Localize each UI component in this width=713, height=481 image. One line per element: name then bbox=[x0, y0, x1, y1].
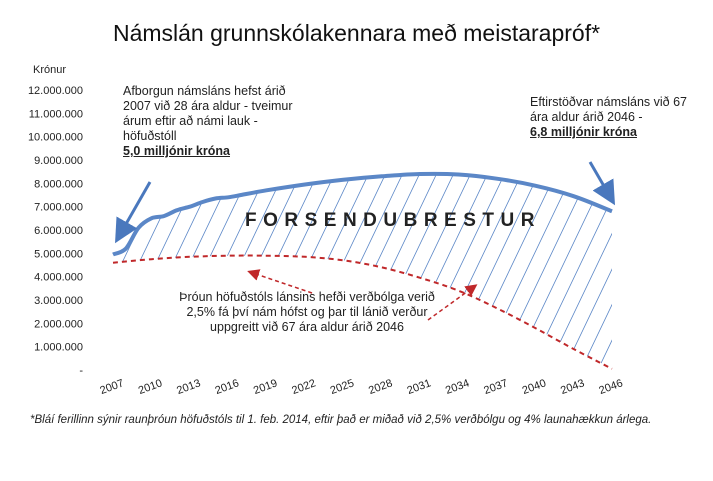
x-tick-label: 2034 bbox=[444, 377, 471, 397]
annotation-loan-start-text: Afborgun námsláns hefst árið 2007 við 28… bbox=[123, 84, 293, 143]
x-tick-label: 2007 bbox=[98, 377, 125, 397]
annotation-loan-end-amount: 6,8 milljónir króna bbox=[530, 125, 637, 139]
x-axis-ticks: 2007 2010 2013 2016 2019 2022 2025 2028 2031 2034… bbox=[98, 377, 624, 397]
hatch-line bbox=[592, 173, 612, 369]
x-tick-label: 2025 bbox=[329, 377, 356, 397]
series-lines bbox=[112, 171, 613, 370]
x-tick-label: 2010 bbox=[137, 377, 164, 397]
y-tick-label: 12.000.000 bbox=[28, 85, 83, 97]
x-tick-label: 2019 bbox=[252, 377, 279, 397]
hatch-line bbox=[490, 173, 602, 369]
x-tick-label: 2028 bbox=[367, 377, 394, 397]
hatch-line bbox=[558, 173, 612, 369]
hatch-line bbox=[371, 173, 483, 369]
annotation-loan-start-amount: 5,0 milljónir króna bbox=[123, 144, 230, 158]
annotation-loan-end-text: Eftirstöðvar námsláns við 67 ára aldur á… bbox=[530, 95, 688, 124]
gap-hatch-area bbox=[0, 150, 713, 380]
hatch-line bbox=[422, 173, 534, 369]
area-label: FORSENDUBRESTUR bbox=[245, 210, 541, 231]
hatch-line bbox=[627, 150, 713, 380]
chart-title: Námslán grunnskólakennara með meistarapr… bbox=[112, 20, 601, 46]
hatch-line bbox=[113, 173, 194, 369]
x-tick-label: 2016 bbox=[214, 377, 241, 397]
red-arrow-right bbox=[427, 284, 478, 321]
x-tick-label: 2040 bbox=[521, 377, 548, 397]
hatch-line bbox=[167, 173, 279, 369]
hatch-line bbox=[116, 173, 228, 369]
hatch-line bbox=[0, 150, 23, 380]
hatch-line bbox=[405, 173, 517, 369]
footnote: *Bláí ferillinn sýnir raunþróun höfuðstó… bbox=[30, 414, 652, 426]
left-arrow bbox=[115, 181, 152, 244]
hatch-line bbox=[113, 173, 211, 369]
x-tick-label: 2037 bbox=[482, 377, 509, 397]
hatch-line bbox=[541, 173, 612, 369]
y-tick-label: 2.000.000 bbox=[34, 318, 83, 330]
y-tick-label: 8.000.000 bbox=[34, 178, 83, 190]
hatch-line bbox=[661, 150, 713, 380]
hatch-line bbox=[269, 173, 381, 369]
y-tick-label: 10.000.000 bbox=[28, 132, 83, 144]
x-tick-label: 2022 bbox=[290, 377, 317, 397]
right-arrow bbox=[588, 161, 616, 206]
y-tick-label: 1.000.000 bbox=[34, 342, 83, 354]
annotation-inflation-scenario: Þróun höfuðstóls lánsins hefði verðbólga… bbox=[179, 290, 435, 334]
hatch-line bbox=[388, 173, 500, 369]
hatch-line bbox=[184, 173, 296, 369]
x-tick-label: 2043 bbox=[559, 377, 586, 397]
y-tick-label: 5.000.000 bbox=[34, 248, 83, 260]
y-axis-ticks: - 1.000.000 2.000.000 3.000.000 4.000.000 5.0… bbox=[28, 85, 83, 377]
annotation-loan-end: Eftirstöðvar námsláns við 67 ára aldur á… bbox=[530, 95, 705, 140]
annotation-arrows bbox=[115, 161, 616, 321]
x-tick-label: 2046 bbox=[597, 377, 624, 397]
annotation-loan-start: Afborgun námsláns hefst árið 2007 við 28… bbox=[123, 84, 298, 159]
hatch-line bbox=[609, 173, 612, 369]
hatch-line bbox=[354, 173, 466, 369]
y-tick-label: - bbox=[79, 365, 83, 377]
y-tick-label: 6.000.000 bbox=[34, 225, 83, 237]
x-tick-label: 2031 bbox=[405, 377, 432, 397]
hatch-line bbox=[524, 173, 612, 369]
series-actual-line bbox=[112, 171, 613, 257]
hatch-line bbox=[575, 173, 612, 369]
y-axis-label: Krónur bbox=[33, 64, 66, 76]
y-tick-label: 9.000.000 bbox=[34, 155, 83, 167]
hatch-line bbox=[644, 150, 713, 380]
red-arrow-left bbox=[247, 269, 313, 294]
hatch-line bbox=[150, 173, 262, 369]
hatch-line bbox=[456, 173, 568, 369]
hatch-line bbox=[320, 173, 432, 369]
y-tick-label: 7.000.000 bbox=[34, 202, 83, 214]
hatch-line bbox=[337, 173, 449, 369]
x-tick-label: 2013 bbox=[175, 377, 202, 397]
y-tick-label: 4.000.000 bbox=[34, 272, 83, 284]
y-tick-label: 3.000.000 bbox=[34, 295, 83, 307]
y-tick-label: 11.000.000 bbox=[29, 108, 83, 120]
hatch-line bbox=[133, 173, 245, 369]
